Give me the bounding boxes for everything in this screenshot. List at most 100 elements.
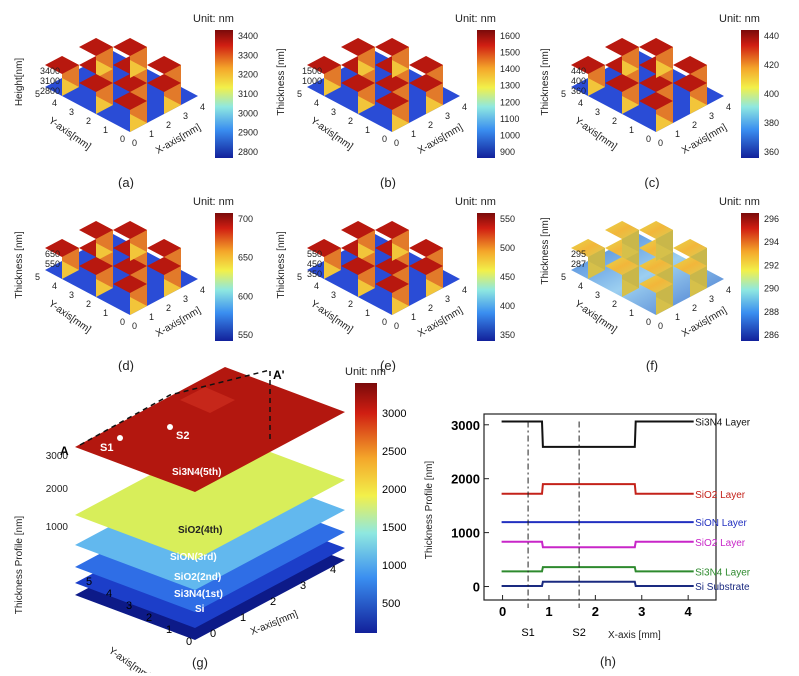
cell-top [375, 221, 409, 239]
z-axis-label: Thickness [nm] [276, 231, 287, 298]
colorbar-tick: 600 [238, 291, 253, 301]
x-tick: 1 [411, 312, 416, 322]
x-tick-label: 4 [685, 604, 693, 619]
cell-top [375, 275, 409, 293]
x-tick: 2 [692, 120, 697, 130]
cell-top [113, 221, 147, 239]
x-tick: 2 [428, 120, 433, 130]
panel-g: Thickness Profile [nm] 3000 2000 1000 Si… [14, 366, 406, 673]
colorbar-tick: 2800 [238, 147, 258, 157]
cell-top [673, 74, 707, 92]
colorbar-tick: 1000 [382, 560, 406, 572]
caption: (a) [118, 175, 134, 189]
cell-top [79, 257, 113, 275]
cell-top [639, 221, 673, 239]
base-plane [45, 234, 198, 315]
colorbar-tick: 1500 [500, 48, 520, 58]
y-tick: 3 [69, 107, 74, 117]
x-tick: 4 [462, 285, 467, 295]
z-axis-label: Thickness [nm] [540, 217, 551, 284]
layer-label-0: Si [195, 604, 205, 615]
cell-top [673, 239, 707, 257]
series-label: SiON Layer [695, 518, 747, 529]
z-tick: 3400 [40, 66, 60, 76]
cell-top [341, 38, 375, 56]
colorbar-tick: 1200 [500, 97, 520, 107]
z-tick: 2800 [40, 86, 60, 96]
cell-top [639, 275, 673, 293]
z-tick: 1500 [302, 66, 322, 76]
x-tick: 3 [183, 294, 188, 304]
cell-top [639, 257, 673, 275]
colorbar-unit: Unit: nm [193, 13, 234, 25]
z-tick: 550 [307, 249, 322, 259]
cell-top [571, 56, 605, 74]
base-plane [571, 51, 724, 132]
z-tick: 440 [571, 66, 586, 76]
series-lines [501, 420, 694, 587]
z-tick: 650 [45, 249, 60, 259]
y-tick: 1 [365, 308, 370, 318]
z-tick: 350 [307, 269, 322, 279]
x-tick: 4 [200, 285, 205, 295]
caption: (f) [646, 358, 658, 372]
y-tick: 2 [348, 116, 353, 126]
x-tick: 1 [675, 129, 680, 139]
cell-top [307, 239, 341, 257]
annotation-a-prime: A' [273, 368, 285, 382]
y-tick: 0 [646, 317, 651, 327]
series-label: Si3N4 Layer [695, 567, 751, 578]
layer-sio2-4 [75, 435, 345, 560]
x-tick: 2 [428, 303, 433, 313]
colorbar-tick: 2000 [382, 484, 406, 496]
series-label: Si3N4 Layer [695, 418, 751, 429]
y-tick: 4 [52, 98, 57, 108]
z-tick: 1000 [302, 76, 322, 86]
colorbar-tick: 288 [764, 307, 779, 317]
cell-top [45, 239, 79, 257]
colorbar-unit: Unit: nm [719, 196, 760, 208]
caption: (e) [380, 358, 396, 372]
colorbar-tick: 400 [500, 301, 515, 311]
colorbar-tick: 3200 [238, 70, 258, 80]
cell-top [605, 74, 639, 92]
series-line [501, 483, 694, 495]
colorbar-tick: 1100 [500, 114, 519, 124]
series-label: SiO2 Layer [695, 490, 746, 501]
cell-top [147, 74, 181, 92]
y-tick: 1 [629, 308, 634, 318]
y-tick: 5 [35, 89, 40, 99]
cell-top [409, 56, 443, 74]
y-tick: 3 [331, 290, 336, 300]
y-tick: 5 [561, 272, 566, 282]
surface [571, 38, 724, 132]
y-tick-label: 0 [473, 580, 480, 595]
colorbar-tick: 400 [764, 89, 779, 99]
layer-label-2: SiO2(2nd) [174, 572, 221, 583]
cell-top [113, 74, 147, 92]
colorbar [215, 30, 233, 158]
cell-top [673, 257, 707, 275]
colorbar-tick: 550 [500, 214, 515, 224]
cell-top [341, 221, 375, 239]
series-label: Si Substrate [695, 582, 750, 593]
z-tick: 295 [571, 249, 586, 259]
cell-top [113, 38, 147, 56]
y-tick: 3 [595, 107, 600, 117]
cell-top [375, 257, 409, 275]
x-tick: 2 [166, 120, 171, 130]
cell-top [79, 74, 113, 92]
x-tick: 4 [462, 102, 467, 112]
colorbar-tick: 500 [382, 598, 400, 610]
z-axis-label: Thickness [nm] [276, 48, 287, 115]
colorbar-tick: 292 [764, 260, 779, 270]
colorbar-tick: 450 [500, 272, 515, 282]
series-line [501, 580, 694, 587]
y-tick: 0 [120, 317, 125, 327]
y-tick-label: 1000 [451, 526, 480, 541]
x-tick: 2 [270, 596, 276, 608]
y-tick: 0 [646, 134, 651, 144]
colorbar-tick: 500 [500, 243, 515, 253]
